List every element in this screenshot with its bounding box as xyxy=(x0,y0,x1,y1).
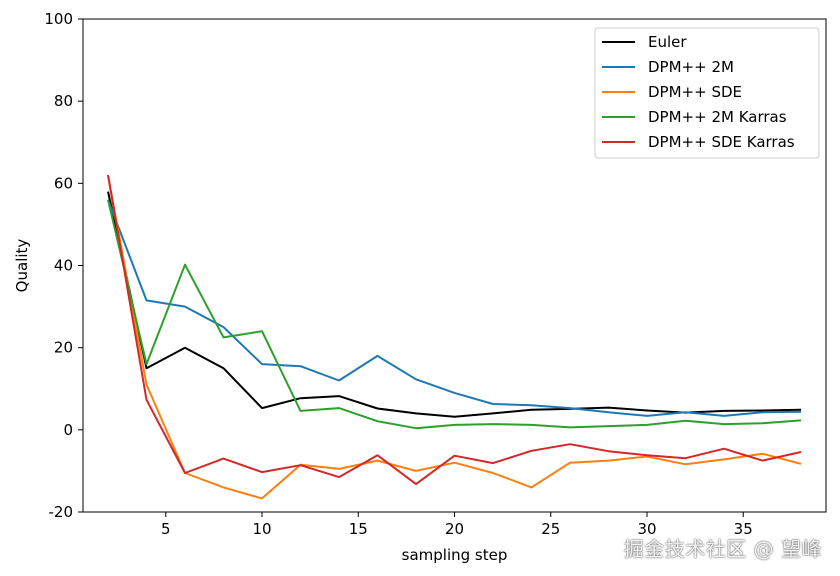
plot-lines xyxy=(107,174,802,500)
x-axis-label: sampling step xyxy=(402,546,508,564)
series-line-dpm-2m-karras xyxy=(107,199,802,430)
y-tick-label: 40 xyxy=(54,257,73,275)
x-tick-label: 10 xyxy=(252,520,271,538)
y-tick-label: 20 xyxy=(54,339,73,357)
legend: Euler DPM++ 2M DPM++ SDE DPM++ 2M Karras DPM… xyxy=(594,27,820,159)
x-tick-label: 25 xyxy=(541,520,560,538)
x-axis: 5 10 15 20 25 30 35 xyxy=(161,512,753,538)
y-tick-label: 100 xyxy=(44,10,73,28)
y-tick-label: 80 xyxy=(54,92,73,110)
x-tick-label: 20 xyxy=(445,520,464,538)
y-axis: -20 0 20 40 60 80 100 xyxy=(44,10,83,521)
legend-label: DPM++ SDE xyxy=(648,83,742,101)
y-axis-label: Quality xyxy=(13,239,31,293)
series-line-dpm-sde-karras xyxy=(107,174,802,486)
x-tick-label: 30 xyxy=(637,520,656,538)
legend-label: Euler xyxy=(648,33,687,51)
legend-box xyxy=(594,27,820,159)
series-line-dpm-2m xyxy=(107,199,802,417)
x-tick-label: 15 xyxy=(349,520,368,538)
x-tick-label: 5 xyxy=(161,520,171,538)
watermark-text: 掘金技术社区 @ 望峰 xyxy=(623,537,822,561)
series-line-euler xyxy=(107,191,802,418)
legend-label: DPM++ 2M Karras xyxy=(648,108,787,126)
legend-label: DPM++ 2M xyxy=(648,58,734,76)
series-line-dpm-sde xyxy=(107,174,802,500)
legend-label: DPM++ SDE Karras xyxy=(648,133,795,151)
y-tick-label: -20 xyxy=(49,503,74,521)
x-tick-label: 35 xyxy=(734,520,753,538)
y-tick-label: 60 xyxy=(54,174,73,192)
y-tick-label: 0 xyxy=(63,421,73,439)
